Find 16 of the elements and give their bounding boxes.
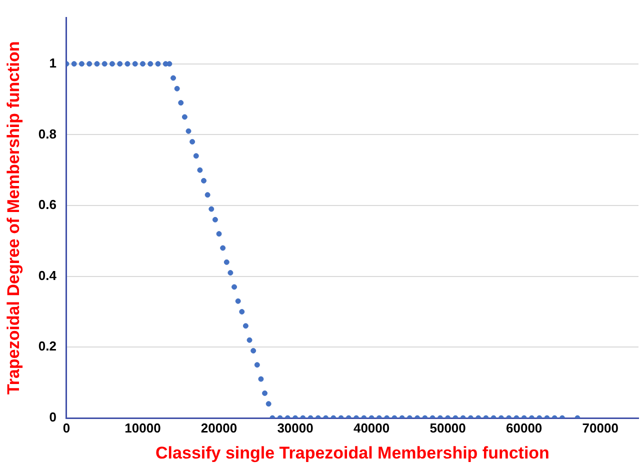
x-tick-label: 0 [62,420,70,436]
x-tick-label: 40000 [353,420,390,436]
x-tick-label: 50000 [430,420,466,436]
x-tick-label: 70000 [582,420,618,436]
y-tick-label: 0.4 [38,268,58,283]
x-axis-title: Classify single Trapezoidal Membership function [156,443,550,462]
y-tick-label: 1 [49,55,56,70]
y-tick-label: 0 [49,410,56,425]
y-tick-label: 0.2 [38,338,56,354]
y-tick-label: 0.8 [38,126,56,142]
x-tick-label: 20000 [200,420,238,436]
x-tick-label: 30000 [277,420,314,436]
y-tick-label: 0.6 [38,197,56,212]
x-tick-label: 10000 [124,420,161,436]
y-axis-title: Trapezoidal Degree of Membership function [4,41,23,395]
x-tick-label: 60000 [506,420,542,436]
